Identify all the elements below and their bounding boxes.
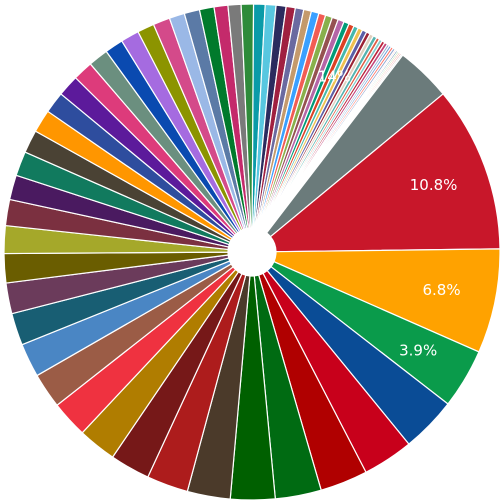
slices-layer — [3, 3, 501, 501]
slice-label-3: 6.8% — [422, 281, 460, 299]
pie-slice-72 — [265, 53, 404, 234]
pie-slice-3 — [273, 248, 501, 353]
slice-label-2: 10.8% — [410, 176, 458, 194]
pie-slice-2 — [269, 93, 501, 253]
slice-label-4: 3.9% — [399, 341, 437, 359]
slice-label-1: 14% — [318, 67, 351, 85]
labels-layer: 14% 10.8% 6.8% 3.9% — [318, 67, 461, 359]
